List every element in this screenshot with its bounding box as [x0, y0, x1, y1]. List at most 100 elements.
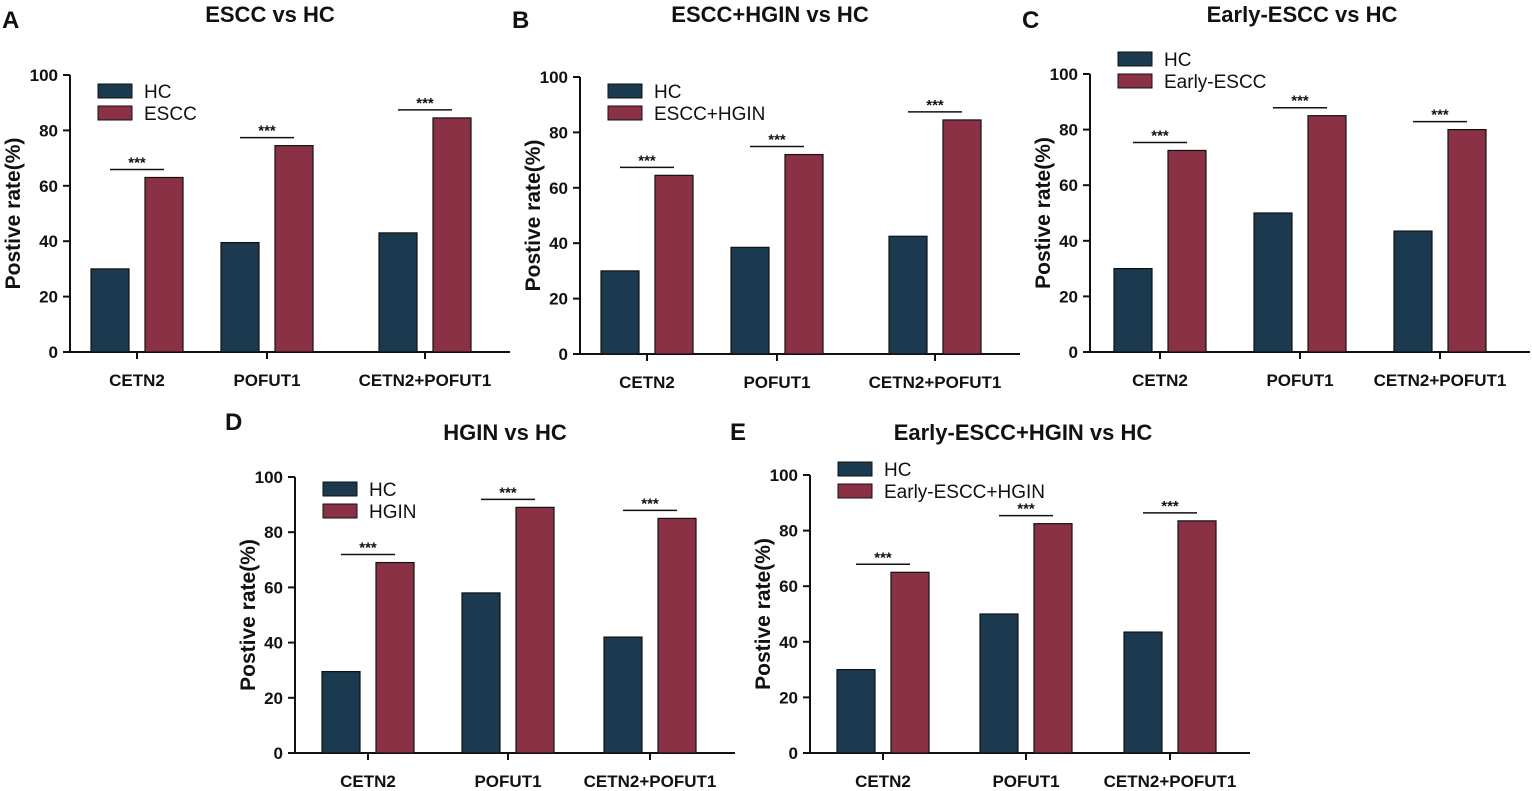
- significance-marker: ***: [258, 123, 276, 140]
- legend-label-hc: HC: [369, 480, 396, 501]
- panel-letter: C: [1022, 7, 1039, 34]
- bar-case-pofut1: [1033, 523, 1073, 754]
- bar-hc-cetn2-pofut1: [1123, 631, 1163, 754]
- y-tick-label: 0: [49, 343, 58, 362]
- x-tick-label: POFUT1: [992, 772, 1059, 791]
- x-tick-label: CETN2+POFUT1: [1374, 371, 1507, 390]
- significance-marker: ***: [499, 484, 517, 501]
- bar-case-pofut1: [515, 506, 555, 754]
- x-tick-label: CETN2+POFUT1: [359, 371, 492, 390]
- y-tick-label: 100: [1050, 65, 1078, 84]
- x-tick-label: POFUT1: [233, 371, 300, 390]
- legend-label-case: ESCC: [144, 104, 197, 125]
- y-axis-label: Postive rate(%): [2, 138, 25, 290]
- legend-swatch-case: [607, 105, 643, 121]
- y-tick-label: 40: [549, 234, 568, 253]
- y-tick-label: 0: [1069, 343, 1078, 362]
- y-tick-label: 100: [30, 66, 58, 85]
- significance-marker: ***: [1017, 501, 1035, 518]
- y-axis-label: Postive rate(%): [752, 538, 775, 690]
- y-tick-label: 0: [789, 744, 798, 763]
- y-tick-label: 20: [549, 290, 568, 309]
- chart-title: ESCC+HGIN vs HC: [671, 2, 869, 27]
- significance-marker: ***: [416, 95, 434, 112]
- panel-letter: E: [730, 419, 746, 446]
- chart-title: HGIN vs HC: [443, 420, 567, 445]
- y-tick-label: 60: [549, 179, 568, 198]
- legend-label-case: ESCC+HGIN: [654, 104, 765, 125]
- significance-marker: ***: [638, 152, 656, 169]
- bar-hc-pofut1: [461, 592, 501, 754]
- y-tick-label: 80: [549, 123, 568, 142]
- legend-label-case: Early-ESCC: [1164, 72, 1266, 93]
- chart-title: Early-ESCC+HGIN vs HC: [894, 420, 1153, 445]
- significance-marker: ***: [768, 132, 786, 149]
- chart-title: ESCC vs HC: [205, 2, 335, 27]
- bar-case-pofut1: [1307, 115, 1347, 353]
- legend-swatch-hc: [1117, 51, 1153, 67]
- significance-marker: ***: [874, 549, 892, 566]
- legend-label-case: HGIN: [369, 502, 417, 523]
- significance-marker: ***: [926, 97, 944, 114]
- panel-letter: A: [2, 7, 19, 34]
- x-tick-label: POFUT1: [743, 373, 810, 392]
- chart-panel-d: D HGIN vs HC 0 20 40 60 80 100 Postive rate(%) CE…: [225, 409, 735, 791]
- bar-hc-pofut1: [220, 241, 260, 353]
- bar-hc-cetn2: [321, 670, 361, 754]
- x-tick-label: CETN2+POFUT1: [584, 772, 717, 791]
- x-tick-label: POFUT1: [474, 772, 541, 791]
- chart-panel-c: C Early-ESCC vs HC 0 20 40 60 80 100 Postive rat…: [1022, 2, 1530, 390]
- chart-panel-e: E Early-ESCC+HGIN vs HC 0 20 40 60 80 100 Postiv…: [730, 419, 1250, 791]
- y-axis-label: Postive rate(%): [1032, 137, 1055, 289]
- legend-swatch-case: [837, 483, 873, 499]
- legend-swatch-case: [322, 503, 358, 519]
- y-axis-label: Postive rate(%): [237, 539, 260, 691]
- y-axis-label: Postive rate(%): [522, 140, 545, 292]
- y-tick-label: 100: [770, 466, 798, 485]
- y-tick-label: 20: [779, 688, 798, 707]
- bar-case-cetn2: [654, 174, 694, 355]
- significance-marker: ***: [1291, 93, 1309, 110]
- bar-case-cetn2-pofut1: [1177, 520, 1217, 754]
- bar-case-cetn2: [375, 561, 415, 754]
- x-tick-label: CETN2: [1132, 371, 1188, 390]
- y-tick-label: 40: [779, 633, 798, 652]
- y-tick-label: 60: [264, 578, 283, 597]
- x-tick-label: CETN2+POFUT1: [869, 373, 1002, 392]
- bar-case-cetn2-pofut1: [432, 117, 472, 353]
- legend-label-hc: HC: [1164, 50, 1191, 71]
- y-tick-label: 40: [1059, 232, 1078, 251]
- panel-letter: D: [225, 409, 242, 436]
- significance-marker: ***: [641, 495, 659, 512]
- bar-hc-cetn2-pofut1: [378, 232, 418, 353]
- x-tick-label: CETN2: [619, 373, 675, 392]
- y-tick-label: 60: [779, 577, 798, 596]
- y-tick-label: 40: [264, 634, 283, 653]
- legend-label-case: Early-ESCC+HGIN: [884, 482, 1045, 503]
- bar-case-cetn2: [1167, 149, 1207, 353]
- x-tick-label: CETN2: [855, 772, 911, 791]
- significance-marker: ***: [128, 154, 146, 171]
- significance-marker: ***: [1161, 498, 1179, 515]
- bar-case-pofut1: [274, 145, 314, 353]
- legend-swatch-hc: [97, 83, 133, 99]
- y-tick-label: 80: [1059, 121, 1078, 140]
- y-tick-label: 100: [540, 68, 568, 87]
- y-tick-label: 80: [39, 121, 58, 140]
- bar-case-pofut1: [784, 153, 824, 355]
- y-tick-label: 20: [39, 288, 58, 307]
- significance-marker: ***: [1431, 107, 1449, 124]
- legend-label-hc: HC: [144, 82, 171, 103]
- bar-hc-cetn2-pofut1: [603, 636, 643, 754]
- significance-marker: ***: [359, 540, 377, 557]
- bar-hc-cetn2: [836, 669, 876, 754]
- bar-hc-pofut1: [979, 613, 1019, 754]
- bar-case-cetn2: [890, 571, 930, 754]
- y-tick-label: 20: [1059, 287, 1078, 306]
- y-tick-label: 0: [274, 744, 283, 763]
- y-tick-label: 20: [264, 689, 283, 708]
- y-tick-label: 60: [39, 177, 58, 196]
- bar-hc-pofut1: [730, 246, 770, 355]
- bar-hc-cetn2: [600, 270, 640, 355]
- x-tick-label: CETN2: [109, 371, 165, 390]
